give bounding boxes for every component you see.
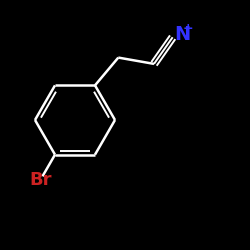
Text: N: N — [174, 25, 190, 44]
Text: +: + — [183, 22, 194, 35]
Text: Br: Br — [29, 170, 52, 188]
